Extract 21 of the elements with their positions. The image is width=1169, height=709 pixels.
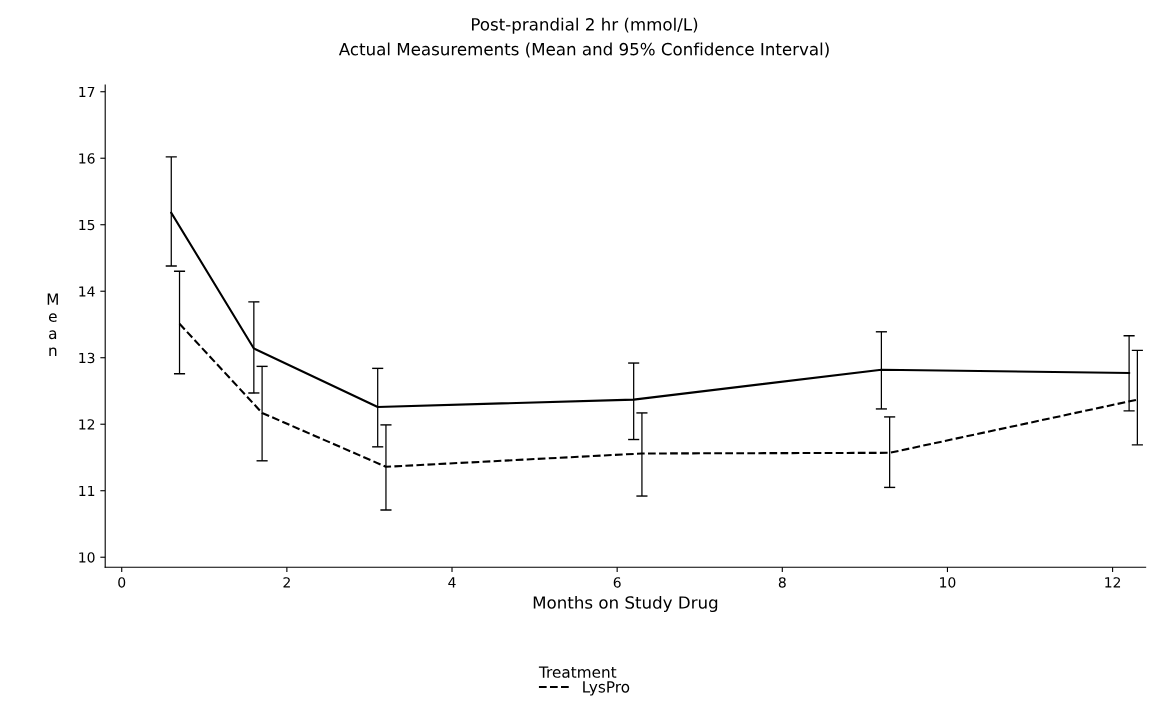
legend-label: LysPro (583, 681, 630, 696)
x-tick-label: 12 (1105, 577, 1121, 588)
x-tick-label: 6 (613, 577, 621, 588)
x-tick-label: 0 (118, 577, 126, 588)
y-tick-label: 16 (79, 153, 95, 164)
y-tick-label: 15 (79, 219, 95, 231)
x-tick-label: 8 (778, 577, 786, 588)
y-tick-label: 10 (79, 552, 95, 563)
legend-title: Treatment (538, 666, 617, 678)
x-tick-label: 10 (940, 577, 956, 588)
y-axis-title: Mean (47, 293, 58, 357)
y-tick-label: 11 (79, 485, 95, 496)
x-tick-label: 4 (448, 577, 456, 588)
y-tick-label: 17 (79, 86, 95, 98)
y-tick-label: 13 (79, 352, 95, 364)
chart-subtitle: Actual Measurements (Mean and 95% Confidence Interval) (338, 42, 829, 58)
x-tick-label: 2 (283, 577, 290, 588)
chart-title: Post-prandial 2 hr (mmol/L) (472, 17, 698, 34)
x-axis-title: Months on Study Drug (533, 595, 718, 613)
y-tick-label: 12 (79, 419, 95, 430)
y-tick-label: 14 (79, 286, 95, 297)
